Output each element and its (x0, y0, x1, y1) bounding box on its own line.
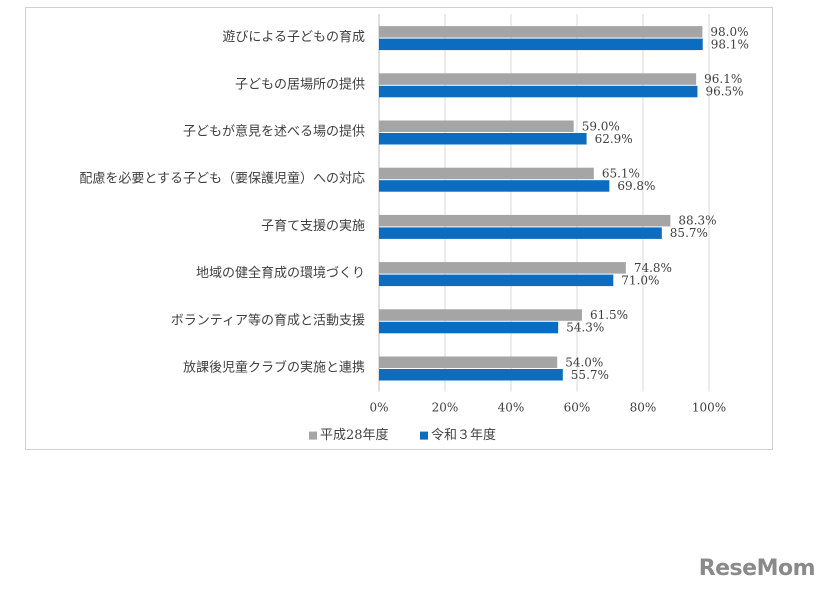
bar-h28 (379, 120, 574, 132)
category-label: 遊びによる子どもの育成 (222, 29, 365, 45)
data-label: 54.3% (566, 321, 604, 335)
bar-r3 (379, 227, 662, 239)
bar-r3 (379, 133, 587, 145)
bar-r3 (379, 85, 698, 98)
bar-h28 (379, 26, 703, 38)
bar-h28 (379, 356, 558, 368)
data-label: 65.1% (602, 166, 640, 180)
data-label: 88.3% (678, 214, 716, 228)
chart-frame: 遊びによる子どもの育成 98.0% 98.1% 子どもの居場所の提供 96.1% 96.5… (25, 7, 773, 450)
category-label: 放課後児童クラブの実施と連携 (183, 360, 365, 376)
data-label: 69.8% (617, 179, 655, 193)
data-label: 98.1% (711, 37, 749, 51)
legend-label: 平成28年度 (320, 427, 389, 443)
bar-h28 (379, 214, 671, 227)
x-tick-label: 20% (432, 401, 459, 415)
bar-r3 (379, 321, 559, 334)
data-label: 96.5% (705, 85, 743, 99)
legend-swatch (309, 431, 317, 440)
legend-label: 令和３年度 (431, 427, 496, 443)
category-label: 地域の健全育成の環境づくり (196, 265, 365, 281)
data-label: 85.7% (670, 226, 708, 240)
data-label: 54.0% (565, 355, 603, 369)
category-label: 子育て支援の実施 (261, 218, 365, 234)
data-label: 62.9% (595, 132, 633, 146)
category-label: 子どもが意見を述べる場の提供 (183, 124, 365, 140)
bar-r3 (379, 274, 614, 287)
x-tick-label: 80% (630, 401, 657, 415)
x-tick-label: 60% (564, 401, 591, 415)
bar-h28 (379, 167, 594, 180)
x-tick-label: 100% (692, 401, 726, 415)
category-label: 子どもの居場所の提供 (235, 76, 365, 92)
category-label: 配慮を必要とする子ども（要保護児童）への対応 (79, 171, 365, 187)
data-label: 71.0% (621, 273, 659, 287)
legend-swatch (420, 431, 428, 440)
x-tick-label: 0% (369, 401, 388, 415)
x-tick-label: 40% (498, 401, 525, 415)
category-label: ボランティア等の育成と活動支援 (171, 312, 365, 328)
bar-r3 (379, 180, 610, 192)
bar-r3 (379, 369, 563, 381)
data-label: 59.0% (582, 119, 620, 133)
bar-r3 (379, 38, 703, 51)
data-label: 98.0% (710, 25, 748, 39)
data-label: 96.1% (704, 72, 742, 86)
bar-h28 (379, 309, 582, 321)
bar-h28 (379, 262, 626, 274)
bar-h28 (379, 73, 697, 85)
data-label: 74.8% (634, 261, 672, 275)
data-label: 61.5% (590, 308, 628, 322)
resemom-logo: ReseMom (698, 556, 816, 581)
data-label: 55.7% (571, 368, 609, 382)
bar-chart: 遊びによる子どもの育成 98.0%98.1% 子どもの居場所の提供 96.1%96.5… (79, 14, 749, 443)
